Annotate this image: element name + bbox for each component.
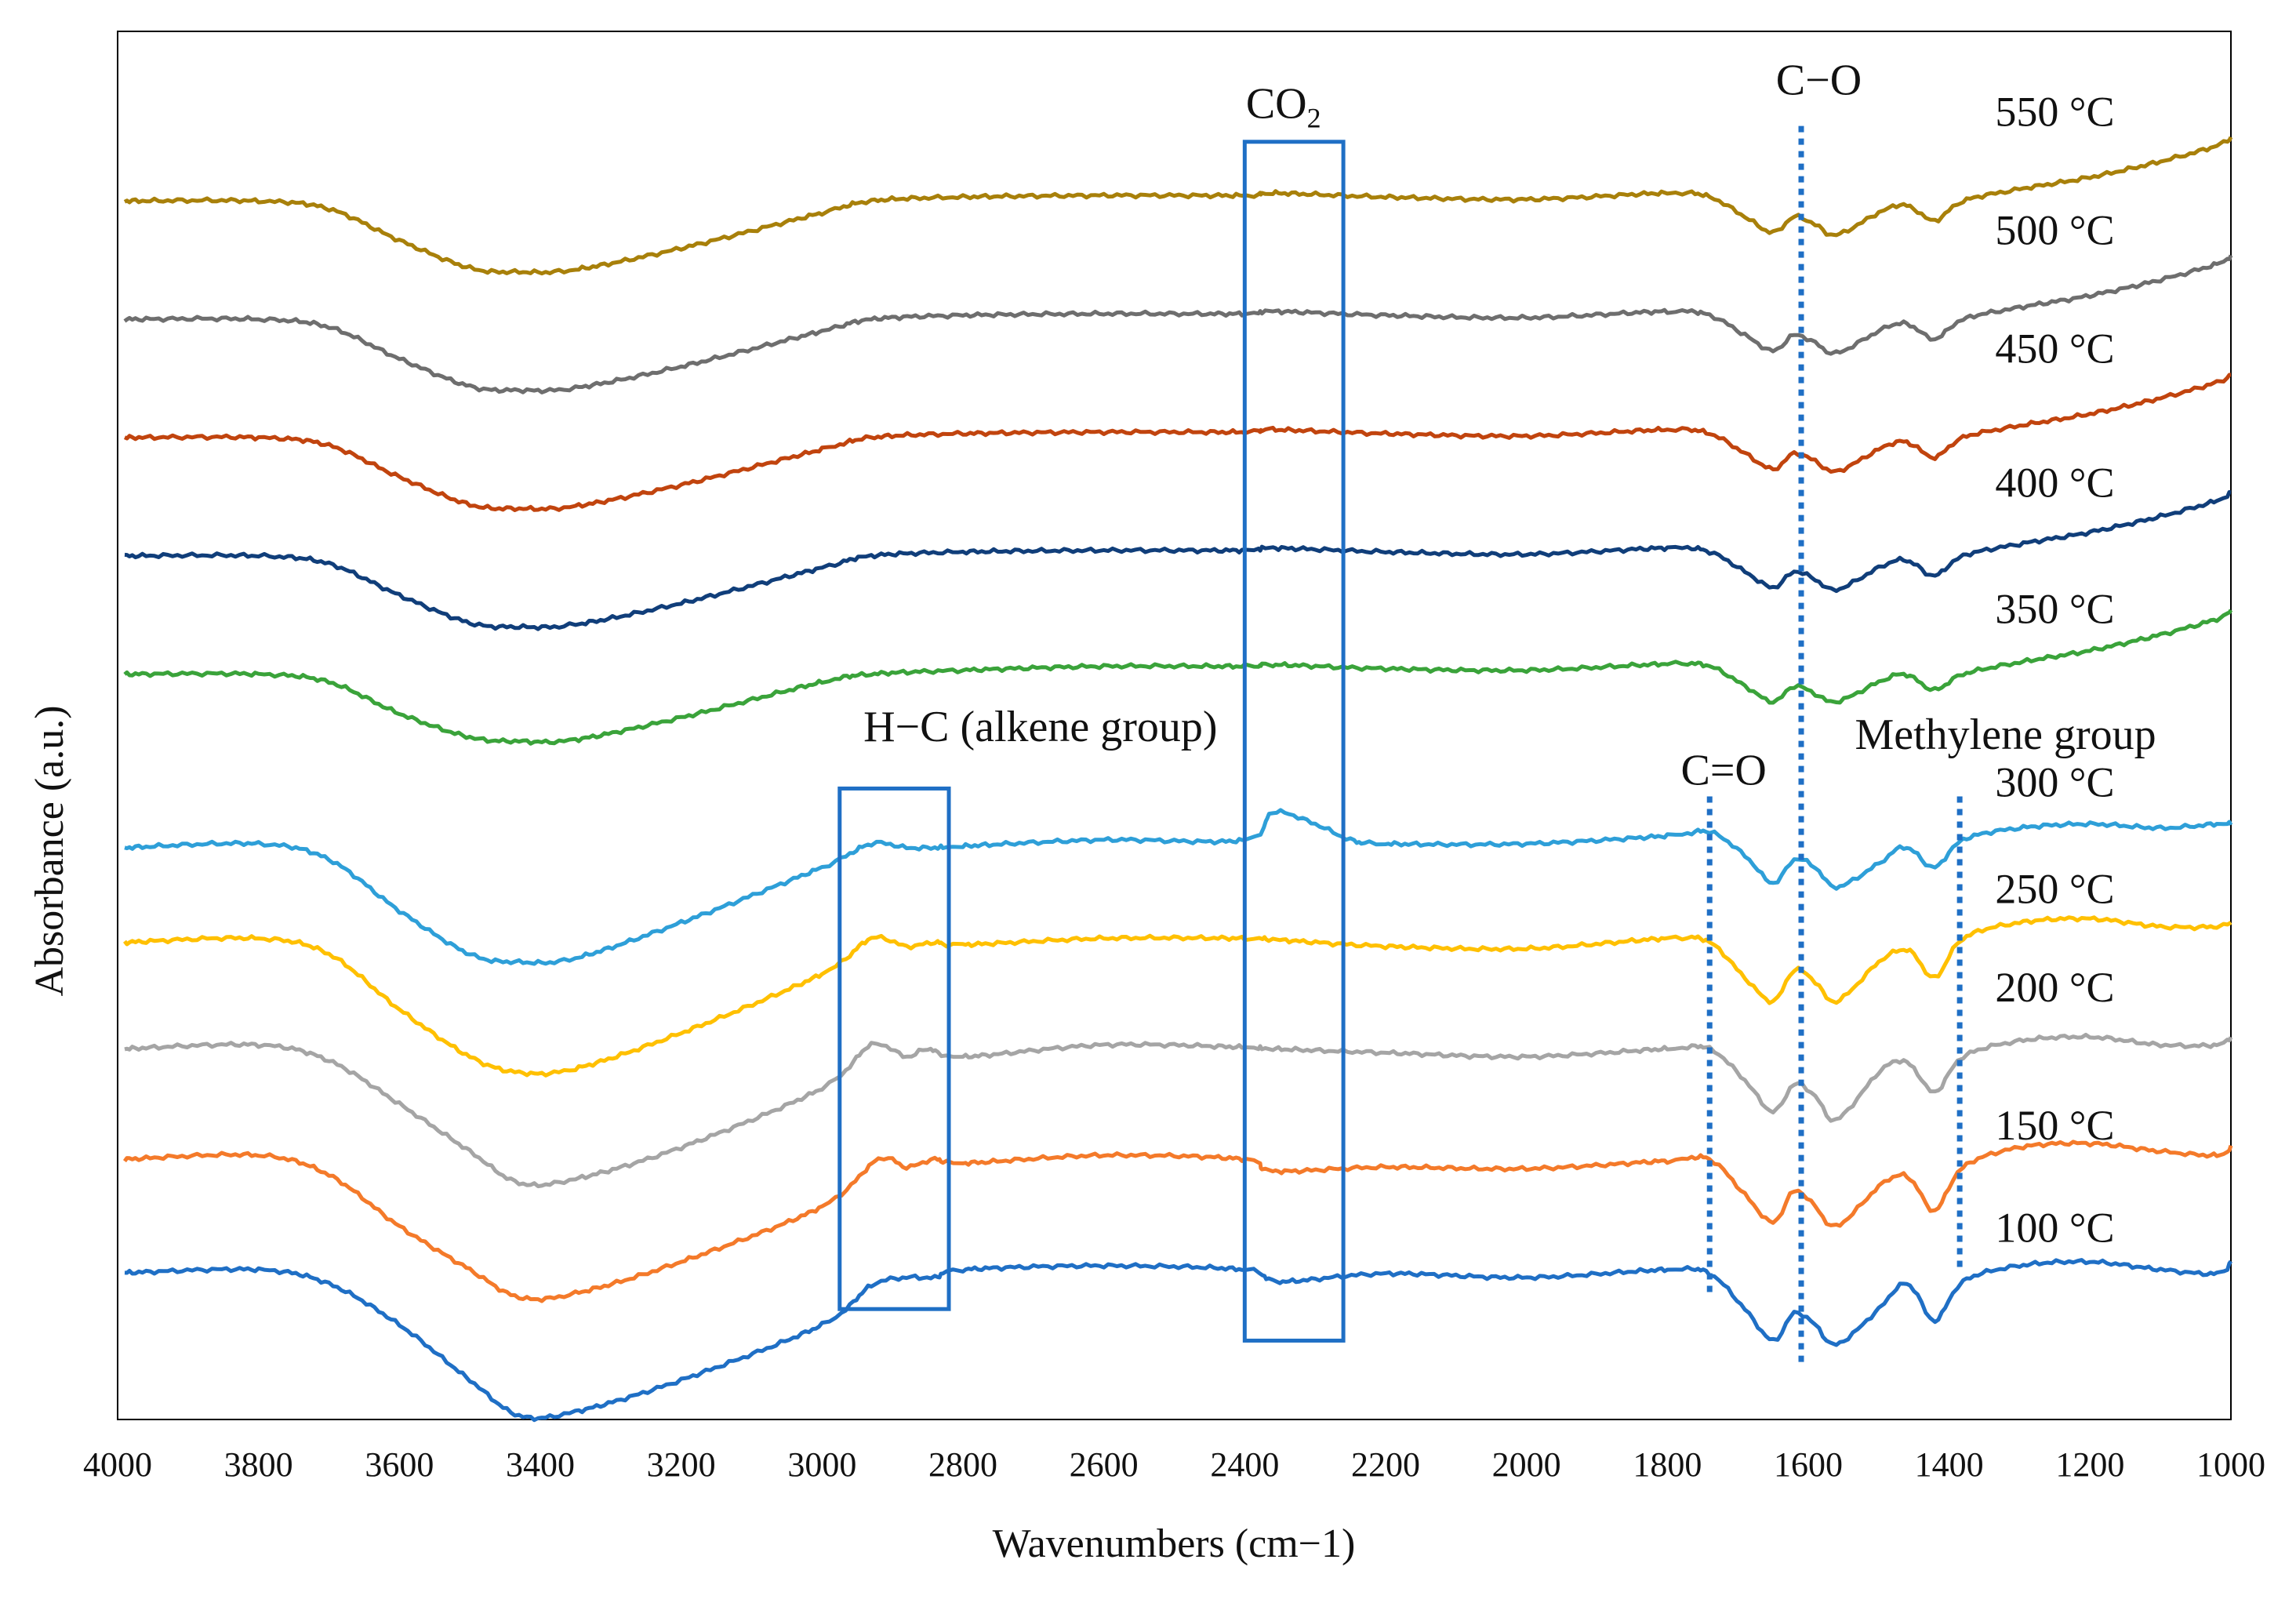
x-tick-1000: 1000 [2196,1445,2265,1484]
series-line-550-c [123,136,2233,276]
series-line-450-c [123,373,2232,512]
series-label-550-c: 550 °C [1995,89,2114,136]
series-labels: 550 °C 500 °C 450 °C 400 °C 350 °C 300 °C 250 … [1995,89,2114,1252]
series-label-500-c: 500 °C [1995,207,2114,254]
series-label-250-c: 250 °C [1995,865,2114,912]
series-line-350-c [123,609,2233,746]
x-tick-1200: 1200 [2055,1445,2124,1484]
series-line-300-c [124,808,2233,966]
c-double-o-label: C=O [1681,746,1767,794]
series-line-400-c [124,490,2232,631]
x-tick-3200: 3200 [647,1445,716,1484]
x-tick-2400: 2400 [1210,1445,1279,1484]
x-tick-2200: 2200 [1351,1445,1420,1484]
co2-label: CO2 [1246,80,1321,134]
x-tick-3400: 3400 [506,1445,575,1484]
series-line-250-c [123,915,2232,1078]
series-line-150-c [122,1140,2233,1303]
series-label-350-c: 350 °C [1995,585,2114,632]
series-label-150-c: 150 °C [1995,1102,2114,1149]
x-tick-3800: 3800 [224,1445,293,1484]
x-tick-1600: 1600 [1774,1445,1843,1484]
x-tick-3000: 3000 [787,1445,856,1484]
plot-frame [117,31,2232,1420]
series-line-100-c [124,1258,2233,1423]
x-tick-labels: 4000 3800 3600 3400 3200 3000 2800 2600 2400 2200… [83,1445,2265,1484]
alkene-box [837,786,951,1311]
x-tick-2000: 2000 [1492,1445,1561,1484]
series-layer [122,136,2233,1423]
alkene-label: H−C (alkene group) [863,703,1217,751]
x-tick-2600: 2600 [1070,1445,1139,1484]
y-axis-title: Absorbance (a.u.) [27,705,72,996]
x-tick-1400: 1400 [1915,1445,1984,1484]
series-label-300-c: 300 °C [1995,759,2114,806]
series-label-450-c: 450 °C [1995,325,2114,372]
x-tick-2800: 2800 [928,1445,997,1484]
series-label-400-c: 400 °C [1995,459,2114,506]
c-o-label: C−O [1776,56,1862,104]
x-axis-title: Wavenumbers (cm−1) [993,1521,1356,1566]
x-tick-1800: 1800 [1633,1445,1702,1484]
x-tick-4000: 4000 [83,1445,152,1484]
co2-box [1242,140,1346,1343]
x-tick-3600: 3600 [365,1445,434,1484]
series-label-200-c: 200 °C [1995,964,2114,1011]
series-line-500-c [123,254,2233,394]
series-label-100-c: 100 °C [1995,1205,2114,1252]
annotation-layer: CO2 C−O H−C (alkene group) Methylene group C… [837,56,2156,1365]
series-line-200-c [124,1032,2233,1189]
methylene-label: Methylene group [1855,711,2156,759]
